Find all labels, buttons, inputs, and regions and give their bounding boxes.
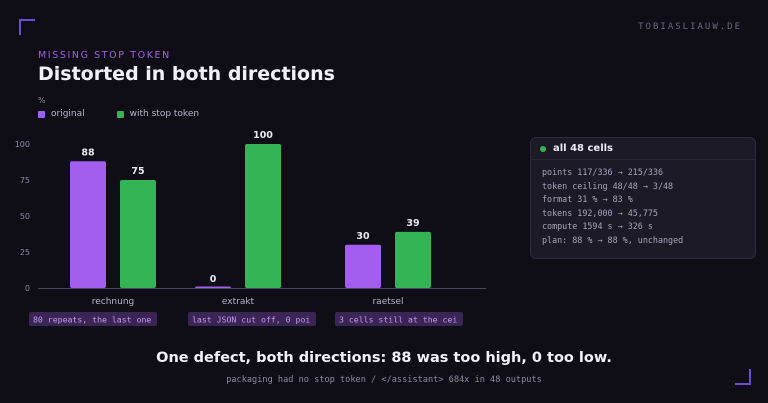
summary-line: format 31 % → 83 % [542, 194, 633, 205]
status-dot-icon [540, 145, 546, 152]
page-title: Distorted in both directions [38, 63, 335, 85]
bar-value-label: 30 [356, 231, 370, 242]
summary-panel: all 48 cells points 117/336 → 215/336 to… [530, 137, 756, 259]
legend-label-original: original [51, 109, 85, 119]
corner-bracket-bottom-right [735, 369, 751, 385]
bar [195, 286, 231, 288]
summary-line: plan: 88 % → 88 %, unchanged [542, 234, 684, 245]
legend-swatch-with-stop-token [116, 110, 124, 118]
summary-panel-header: all 48 cells [531, 138, 755, 160]
summary-line: points 117/336 → 215/336 [542, 167, 664, 177]
summary-panel-title: all 48 cells [553, 143, 613, 154]
bar-value-label: 0 [210, 274, 217, 285]
bar-value-label: 88 [81, 147, 95, 158]
annotation-chip [335, 312, 463, 326]
bar-value-label: 100 [253, 130, 273, 141]
brand-label: TOBIASLIAUW.DE [638, 22, 742, 32]
bar-value-label: 39 [406, 218, 419, 229]
bar [120, 180, 156, 288]
bar [345, 244, 381, 288]
corner-bracket-top-left [19, 19, 35, 35]
bar-value-label: 75 [131, 166, 144, 177]
y-tick-label: 50 [20, 212, 30, 221]
annotation-text: last JSON cut off, 0 poi [192, 315, 310, 325]
legend-swatch-original [38, 110, 45, 118]
x-category-label: raetsel [372, 297, 403, 307]
bar [245, 144, 281, 288]
summary-line: tokens 192,000 → 45,775 [542, 207, 658, 218]
x-category-label: extrakt [222, 297, 255, 307]
eyebrow-label: MISSING STOP TOKEN [38, 50, 171, 61]
summary-line: compute 1594 s → 326 s [542, 221, 653, 232]
bar-chart: 0 25 50 75 100 88 75 rechnung 0 100 extrakt 30 39 rae… [15, 130, 486, 326]
legend-item-original: original [38, 109, 85, 119]
legend-item-with-stop-token: with stop token [116, 109, 200, 119]
y-tick-label: 100 [15, 140, 30, 149]
summary-line: token ceiling 48/48 → 3/48 [542, 180, 674, 191]
annotation-chip [29, 312, 157, 326]
summary-panel-body: points 117/336 → 215/336 token ceiling 4… [531, 160, 755, 248]
conclusion-text: One defect, both directions: 88 was too … [156, 350, 612, 366]
y-tick-label: 0 [25, 284, 30, 293]
chart-legend: original with stop token [38, 109, 199, 119]
bar [70, 161, 106, 288]
y-tick-label: 75 [20, 176, 30, 185]
y-axis-unit-label: % [38, 96, 46, 105]
annotation-chip [188, 312, 316, 326]
bar [395, 231, 431, 288]
footnote-text: packaging had no stop token / </assistan… [226, 375, 542, 385]
x-category-label: rechnung [92, 297, 135, 307]
legend-label-with-stop-token: with stop token [129, 109, 200, 119]
annotation-text: 80 repeats, the last one [33, 315, 151, 325]
annotation-text: 3 cells still at the cei [339, 315, 457, 325]
y-tick-label: 25 [20, 248, 30, 257]
